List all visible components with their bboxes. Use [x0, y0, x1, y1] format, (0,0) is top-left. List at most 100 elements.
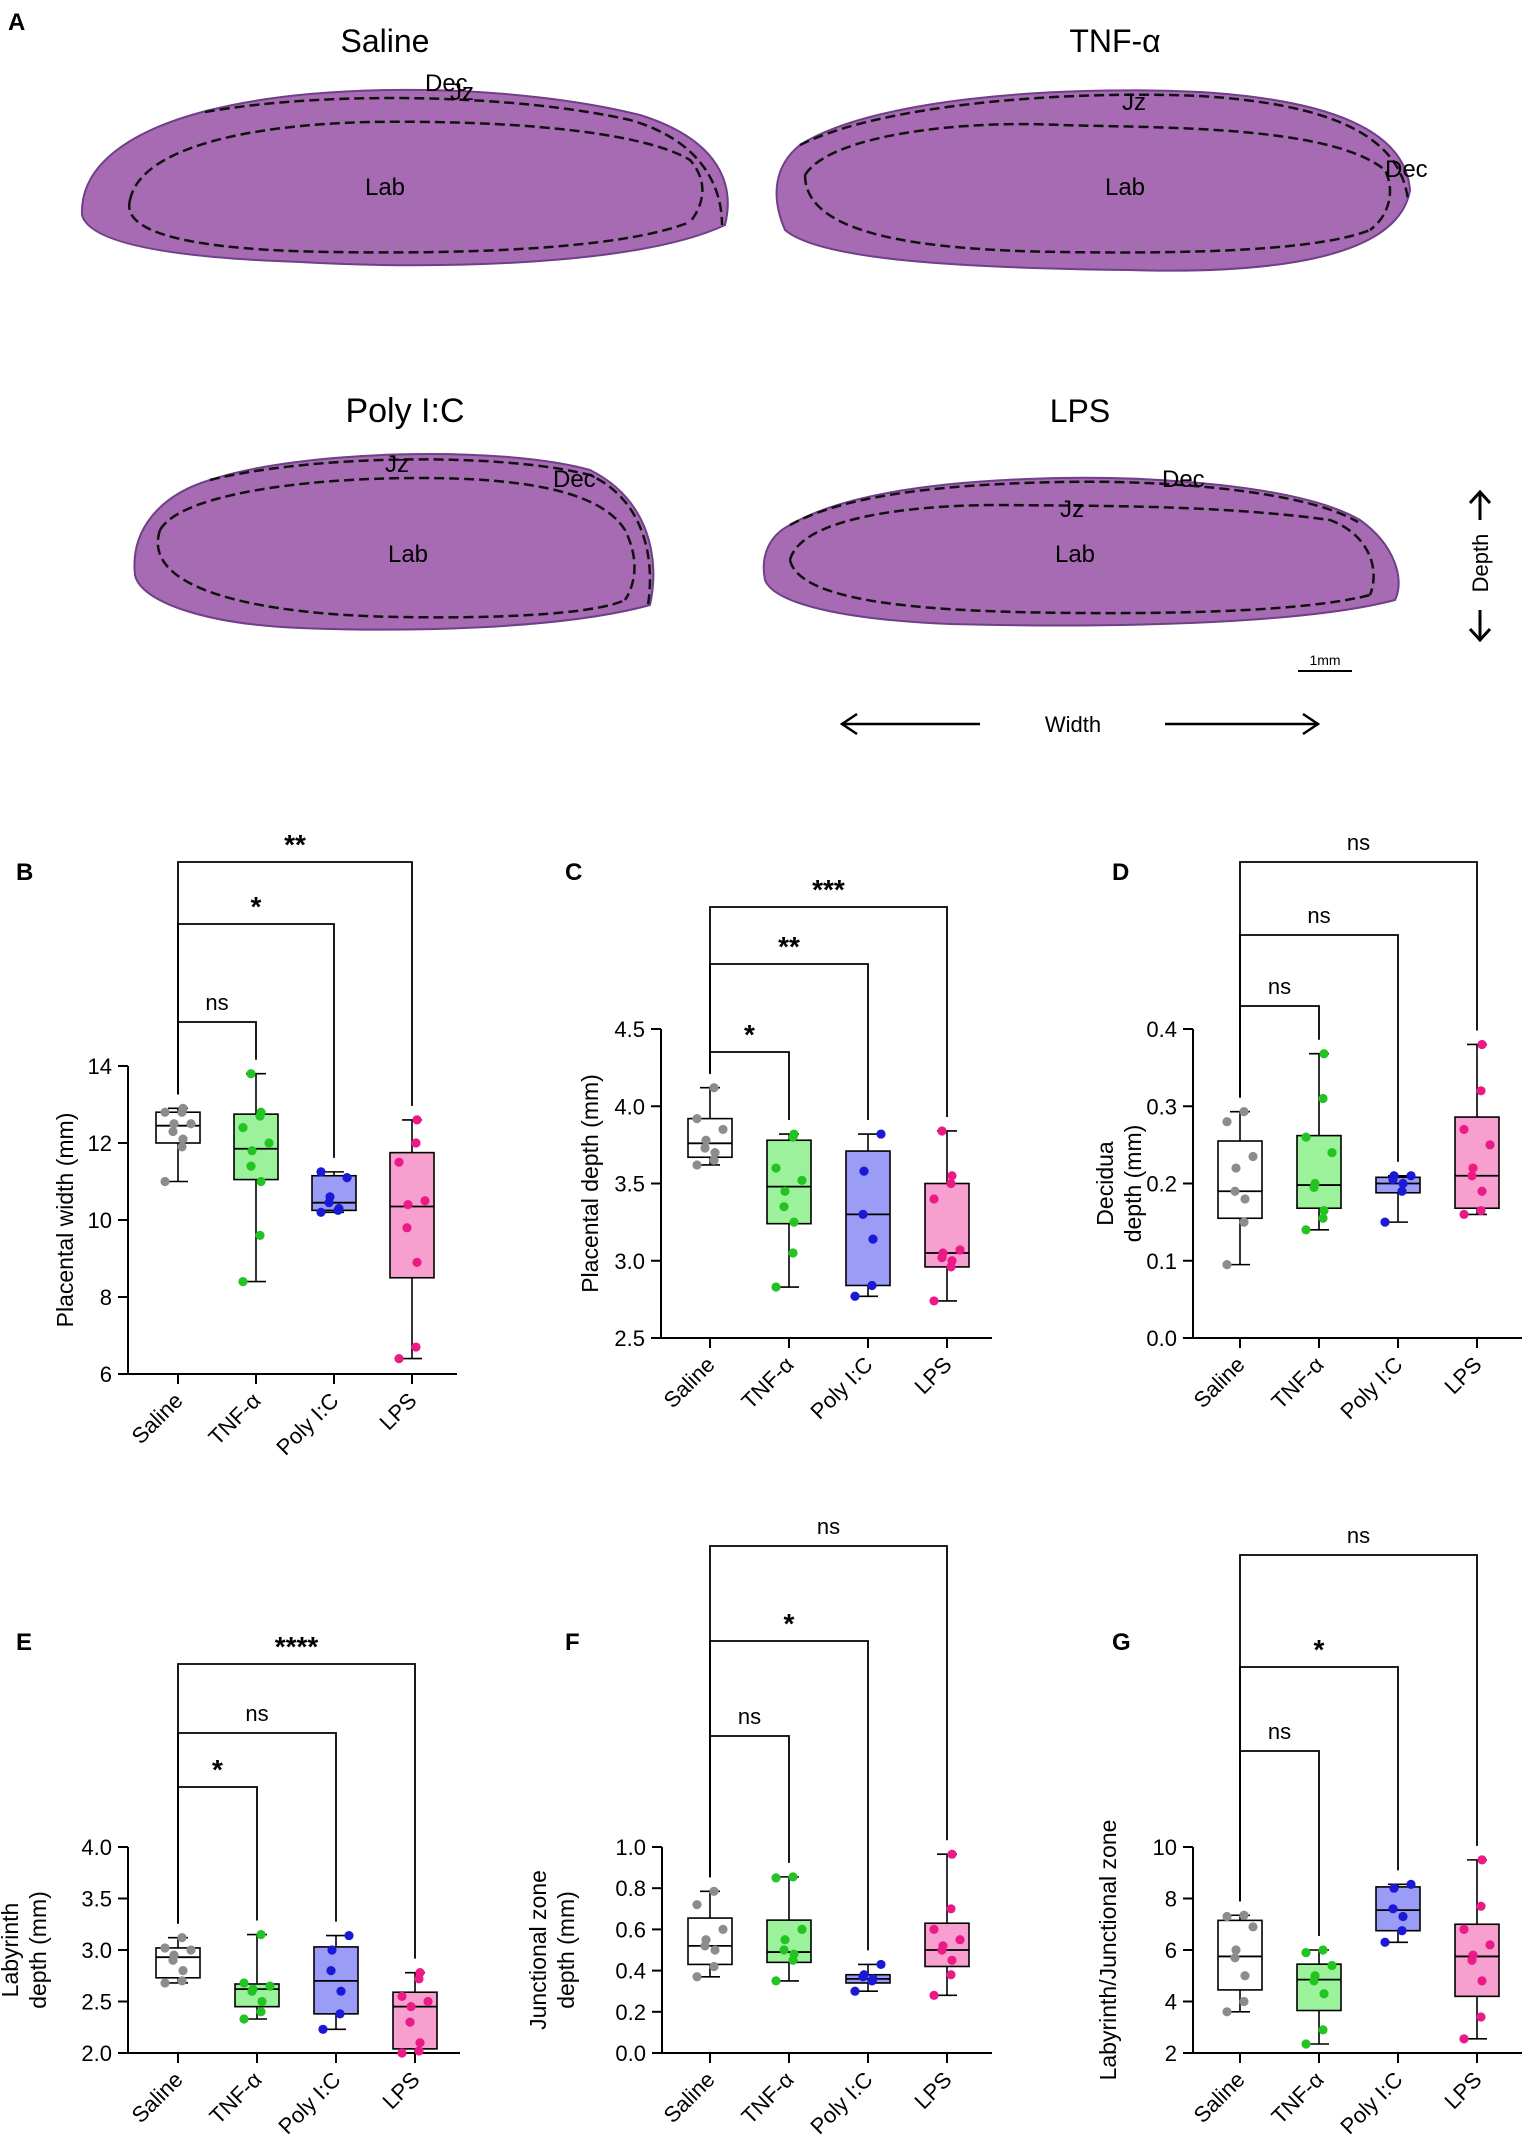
x-tick-label: TNF-α: [736, 2067, 798, 2129]
zone-dec-saline: Dec: [425, 70, 468, 97]
x-tick-label: Saline: [659, 2067, 720, 2128]
data-point: [1310, 1178, 1320, 1189]
data-point: [394, 1157, 404, 1167]
x-tick-label: LPS: [377, 2067, 424, 2114]
data-point: [718, 1124, 728, 1135]
x-tick-label: Saline: [659, 1352, 720, 1413]
data-point: [1231, 1945, 1241, 1955]
data-point: [1477, 1186, 1487, 1196]
data-point: [718, 1924, 728, 1934]
significance-bracket: [177, 861, 413, 1106]
x-tick-label: TNF-α: [736, 1352, 798, 1414]
zone-jz-saline: Jz: [450, 79, 474, 106]
y-axis-label-line: depth (mm): [1120, 1125, 1146, 1243]
data-point: [420, 1196, 430, 1206]
y-tick-label: 0.4: [1146, 1017, 1177, 1042]
y-tick-label: 4.0: [614, 1094, 645, 1119]
boundary-dec-lps: [789, 480, 1359, 527]
x-tick-label: TNF-α: [1266, 1352, 1328, 1414]
data-point: [1380, 1217, 1390, 1227]
data-point: [929, 1194, 939, 1204]
zone-dec-lps: Dec: [1162, 466, 1205, 493]
chart-g: G 2 4 6 8 10 Labyrinth/Junctional zone Saline TN…: [1095, 1523, 1522, 2139]
significance-bracket: [177, 1021, 257, 1095]
data-point: [779, 1202, 789, 1212]
data-point: [177, 1933, 187, 1943]
y-axis-label-line: Placental depth (mm): [577, 1074, 603, 1293]
width-arrowhead-right: [1302, 712, 1321, 736]
data-point: [336, 1986, 346, 1996]
data-point: [692, 1972, 702, 1982]
significance-label: ns: [1347, 830, 1370, 855]
x-tick-label: TNF-α: [203, 1388, 265, 1450]
y-tick-label: 0.0: [615, 2041, 646, 2066]
data-point: [779, 1945, 789, 1955]
data-point: [1468, 1163, 1478, 1173]
boundary-jz-polyic: [158, 476, 636, 601]
zone-dec-polyic: Dec: [553, 466, 596, 493]
significance-label: ns: [738, 1704, 761, 1729]
data-point: [1231, 1163, 1241, 1173]
box-polyic: [845, 1150, 891, 1287]
data-point: [789, 1949, 799, 1959]
panel-letter: F: [565, 1629, 580, 1656]
y-tick-label: 6: [1165, 1938, 1177, 1963]
data-point: [788, 1872, 798, 1882]
data-point: [405, 2017, 415, 2027]
y-tick-label: 3.5: [81, 1887, 112, 1912]
data-point: [1468, 1950, 1478, 1960]
data-point: [1406, 1171, 1416, 1181]
data-point: [1477, 1039, 1487, 1050]
data-point: [168, 1126, 178, 1137]
x-tick-label: Saline: [1189, 1352, 1250, 1413]
significance-label: ns: [245, 1701, 268, 1726]
data-point: [1318, 1093, 1328, 1104]
data-point: [1398, 1178, 1408, 1189]
data-point: [1477, 1976, 1487, 1986]
significance-label: ns: [1307, 903, 1330, 928]
data-point: [160, 1943, 170, 1953]
box-lps: [1454, 1923, 1500, 1998]
y-tick-label: 2.0: [81, 2041, 112, 2066]
boundary-lab-saline: [127, 199, 691, 254]
data-point: [1406, 1879, 1416, 1889]
significance-bracket: [1239, 1750, 1320, 1936]
y-axis-label-line: Labyrinth/Junctional zone: [1095, 1820, 1121, 2081]
x-tick-label: Poly I:C: [1335, 1352, 1407, 1424]
data-point: [412, 1257, 422, 1267]
data-point: [868, 1234, 878, 1244]
data-point: [402, 1223, 412, 1233]
section-title-tnf: TNF-α: [1069, 23, 1160, 59]
x-tick-label: Poly I:C: [805, 2067, 877, 2139]
section-title-saline: Saline: [341, 23, 430, 59]
box-saline: [687, 1117, 733, 1159]
data-point: [1239, 1910, 1249, 1920]
y-tick-label: 3.0: [614, 1249, 645, 1274]
data-point: [859, 1166, 869, 1176]
data-point: [709, 1083, 719, 1093]
data-point: [1301, 1132, 1311, 1142]
x-tick-label: Saline: [127, 1388, 188, 1449]
y-axis-label: Junctional zonedepth (mm): [525, 1870, 579, 2030]
data-point: [1476, 2012, 1486, 2022]
significance-label: ****: [275, 1631, 319, 1662]
data-point: [177, 1976, 187, 1986]
data-point: [1319, 1989, 1329, 1999]
y-axis-label: Labyrinth/Junctional zone: [1095, 1820, 1121, 2081]
data-point: [1459, 1124, 1469, 1135]
data-point: [929, 1296, 939, 1306]
data-point: [248, 1984, 258, 1994]
data-point: [1222, 1117, 1232, 1127]
data-point: [344, 1930, 354, 1941]
significance-bracket: [1239, 1005, 1320, 1098]
data-point: [1389, 1171, 1399, 1181]
significance-label: *: [212, 1754, 223, 1785]
y-tick-label: 4.5: [614, 1017, 645, 1042]
data-point: [868, 1974, 878, 1984]
data-point: [771, 1976, 781, 1986]
data-point: [929, 1990, 939, 2000]
data-point: [326, 1966, 336, 1976]
data-point: [1476, 1086, 1486, 1096]
panel-letter: G: [1112, 1629, 1131, 1656]
